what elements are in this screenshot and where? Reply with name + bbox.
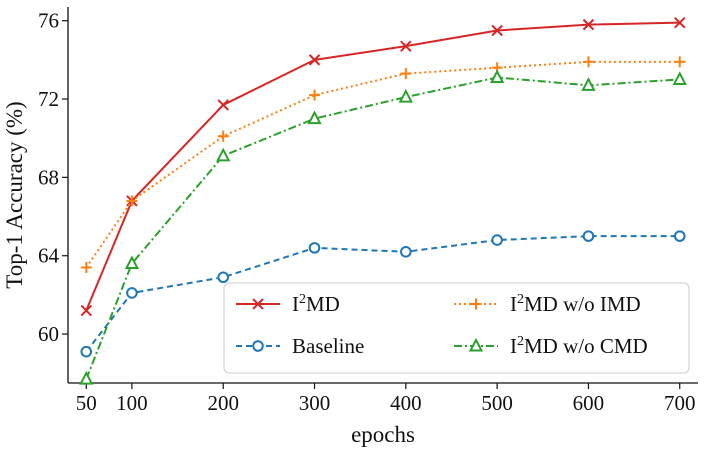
data-point	[582, 18, 595, 31]
data-point	[126, 195, 138, 207]
series-2	[80, 56, 686, 273]
data-point	[217, 130, 229, 142]
x-axis-title: epochs	[351, 422, 415, 447]
data-point	[674, 56, 686, 68]
data-point	[674, 16, 686, 29]
y-tick-label: 76	[38, 9, 59, 33]
y-tick-label: 60	[38, 322, 59, 346]
data-point	[80, 304, 92, 317]
legend-entry: I2MD w/o IMD	[454, 292, 641, 316]
series-0	[80, 16, 686, 317]
legend-label: Baseline	[292, 334, 364, 358]
data-point	[80, 261, 92, 273]
y-axis-title: Top-1 Accuracy (%)	[2, 101, 27, 288]
data-point	[673, 230, 686, 242]
legend-entry: Baseline	[236, 334, 364, 358]
legend-label: I2MD	[292, 292, 340, 316]
x-marker	[252, 298, 264, 310]
x-tick-label: 500	[481, 391, 513, 415]
data-point	[309, 89, 321, 101]
circle-marker	[252, 340, 264, 352]
x-tick-label: 200	[207, 391, 239, 415]
series-line	[85, 235, 680, 353]
data-point	[126, 287, 138, 299]
triangle-marker	[468, 337, 484, 352]
x-tick-label: 700	[664, 391, 696, 415]
series-group	[79, 16, 687, 385]
legend-entry: I2MD w/o CMD	[454, 334, 648, 358]
data-point	[216, 147, 231, 162]
x-tick-label: 600	[573, 391, 605, 415]
legend-label: I2MD w/o CMD	[510, 334, 648, 358]
x-tick-label: 100	[116, 391, 148, 415]
y-tick-label: 64	[38, 244, 60, 268]
legend: I2MD I2MD w/o IMD Baseline I2MD w/o CMD	[223, 282, 690, 374]
y-tick-label: 68	[38, 165, 59, 189]
data-point	[400, 245, 412, 258]
data-point	[400, 68, 412, 80]
data-point	[582, 56, 594, 68]
legend-frame	[223, 282, 690, 374]
data-point	[308, 54, 321, 66]
axes: 50 100 200 300 400 500 600 700 60 64 68 72 76 epochs T…	[2, 7, 698, 447]
data-point	[80, 345, 93, 358]
data-point	[489, 69, 505, 83]
data-point	[582, 230, 595, 242]
data-point	[307, 110, 322, 125]
plus-marker	[470, 298, 482, 310]
data-point	[124, 255, 140, 270]
legend-label: I2MD w/o IMD	[510, 292, 641, 316]
series-line	[85, 21, 680, 311]
data-point	[491, 234, 503, 246]
data-point	[400, 40, 412, 52]
x-tick-label: 300	[299, 391, 331, 415]
y-tick-label: 72	[38, 87, 59, 111]
x-tick-label: 400	[390, 391, 422, 415]
data-point	[491, 24, 503, 37]
data-point	[581, 77, 596, 91]
legend-entry: I2MD	[236, 292, 340, 316]
data-point	[79, 370, 94, 385]
series-1	[80, 230, 686, 358]
data-point	[398, 88, 413, 103]
data-point	[672, 71, 687, 85]
data-point	[308, 242, 321, 254]
series-line	[85, 76, 680, 380]
data-point	[217, 99, 229, 111]
data-point	[217, 271, 230, 284]
x-tick-label: 50	[76, 391, 97, 415]
series-3	[79, 69, 687, 385]
